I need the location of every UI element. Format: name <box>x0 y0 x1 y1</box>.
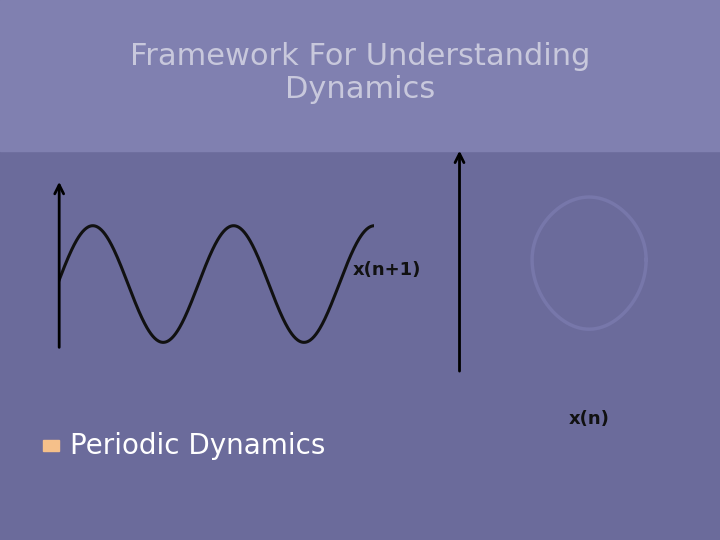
Text: Framework For Understanding
Dynamics: Framework For Understanding Dynamics <box>130 42 590 104</box>
Bar <box>43 440 59 451</box>
Text: x(n+1): x(n+1) <box>353 261 421 279</box>
Bar <box>0 0 720 151</box>
Text: Periodic Dynamics: Periodic Dynamics <box>70 431 325 460</box>
Text: x(n): x(n) <box>569 410 610 428</box>
